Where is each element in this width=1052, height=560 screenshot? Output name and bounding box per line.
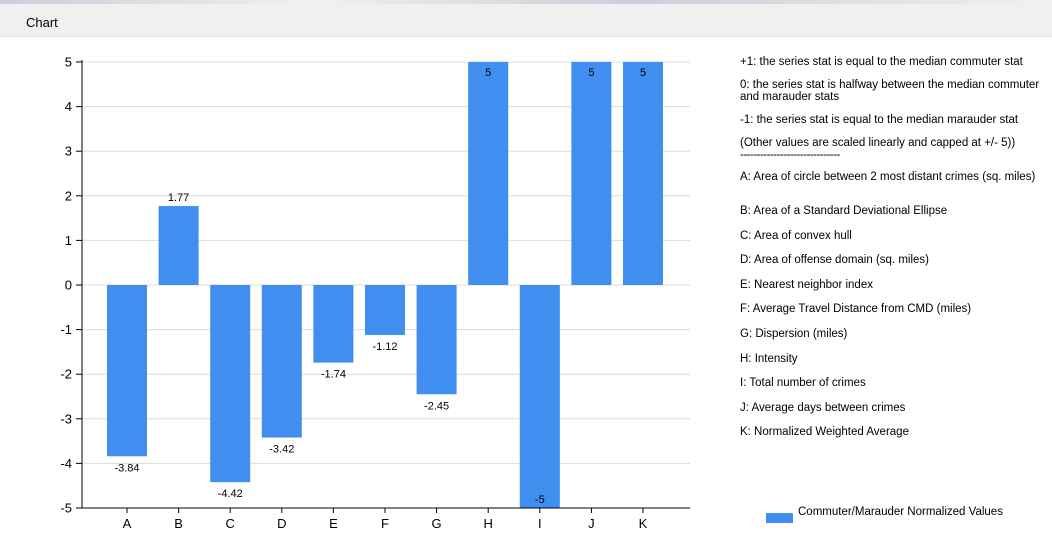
data-label-b: 1.77 — [168, 192, 189, 204]
legend-item-b: B: Area of a Standard Deviational Ellips… — [740, 205, 948, 217]
x-tick-label-c: C — [226, 516, 235, 531]
legend-item-i: I: Total number of crimes — [740, 377, 866, 390]
legend-item-c: C: Area of convex hull — [740, 229, 852, 242]
legend-item-h: H: Intensity — [740, 352, 798, 365]
y-tick-label--4: -4 — [60, 456, 72, 471]
data-label-k: 5 — [640, 67, 646, 79]
data-label-g: -2.45 — [424, 400, 449, 412]
x-tick-label-b: B — [174, 516, 183, 531]
legend-item-d: D: Area of offense domain (sq. miles) — [740, 254, 929, 267]
data-label-d: -3.42 — [269, 444, 294, 456]
x-tick-label-j: J — [588, 516, 595, 531]
data-label-h: 5 — [485, 67, 491, 79]
series-swatch — [766, 513, 793, 523]
chart-legend: +1: the series stat is equal to the medi… — [740, 56, 1040, 451]
legend-item-j: J: Average days between crimes — [740, 401, 906, 414]
x-tick-label-h: H — [484, 516, 493, 531]
bar-i — [519, 285, 560, 508]
legend-item-k: K: Normalized Weighted Average — [740, 426, 909, 439]
bar-h — [468, 62, 509, 285]
title-bar: Chart — [0, 4, 1052, 37]
x-tick-label-f: F — [381, 516, 389, 531]
data-label-f: -1.12 — [372, 341, 397, 353]
y-tick-label-4: 4 — [65, 99, 72, 114]
bar-e — [313, 285, 354, 363]
x-tick-label-g: G — [432, 516, 442, 531]
legend-note-minus-one: -1: the series stat is equal to the medi… — [740, 114, 1019, 126]
window-title: Chart — [26, 15, 58, 30]
legend-note-plus-one: +1: the series stat is equal to the medi… — [740, 56, 1023, 68]
bar-d — [261, 285, 302, 438]
legend-item-g: G: Dispersion (miles) — [740, 327, 848, 340]
y-tick-label--3: -3 — [60, 411, 72, 426]
bar-a — [107, 285, 147, 457]
x-tick-label-a: A — [123, 516, 132, 531]
y-tick-label-1: 1 — [65, 233, 72, 248]
bar-chart: 5 4 3 2 1 0 -1 -2 -3 -4 -5 -3.84 1.77 -4.42 -3.42 -1.74… — [60, 55, 690, 531]
y-tick-label--2: -2 — [60, 367, 72, 382]
data-label-a: -3.84 — [114, 462, 139, 474]
x-tick-label-e: E — [329, 516, 338, 531]
y-tick-label--1: -1 — [60, 322, 72, 337]
y-tick-label-0: 0 — [65, 278, 72, 293]
legend-divider: ------------------------------ — [740, 149, 840, 161]
bar-f — [365, 285, 405, 335]
x-tick-label-i: I — [538, 516, 542, 531]
bar-b — [158, 206, 199, 285]
bar-g — [416, 285, 457, 395]
data-label-i: -5 — [535, 494, 545, 506]
legend-note-zero: 0: the series stat is halfway between th… — [740, 79, 1040, 103]
y-tick-label--5: -5 — [60, 501, 72, 516]
y-tick-label-5: 5 — [65, 55, 72, 70]
bar-c — [210, 285, 251, 483]
legend-item-e: E: Nearest neighbor index — [740, 278, 873, 291]
legend-item-f: F: Average Travel Distance from CMD (mil… — [740, 303, 972, 316]
y-tick-label-3: 3 — [65, 144, 72, 159]
legend-item-a: A: Area of circle between 2 most distant… — [740, 171, 1036, 183]
data-label-c: -4.42 — [218, 488, 243, 500]
x-tick-label-k: K — [639, 516, 648, 531]
legend-note-scaling: (Other values are scaled linearly and ca… — [740, 137, 1016, 149]
series-label: Commuter/Marauder Normalized Values — [798, 506, 1003, 518]
bar-j — [571, 62, 612, 285]
data-label-e: -1.74 — [321, 369, 346, 381]
data-label-j: 5 — [588, 67, 594, 79]
window-top-border — [0, 0, 1052, 4]
x-tick-label-d: D — [277, 516, 286, 531]
y-tick-label-2: 2 — [65, 188, 72, 203]
bar-k — [623, 62, 663, 285]
